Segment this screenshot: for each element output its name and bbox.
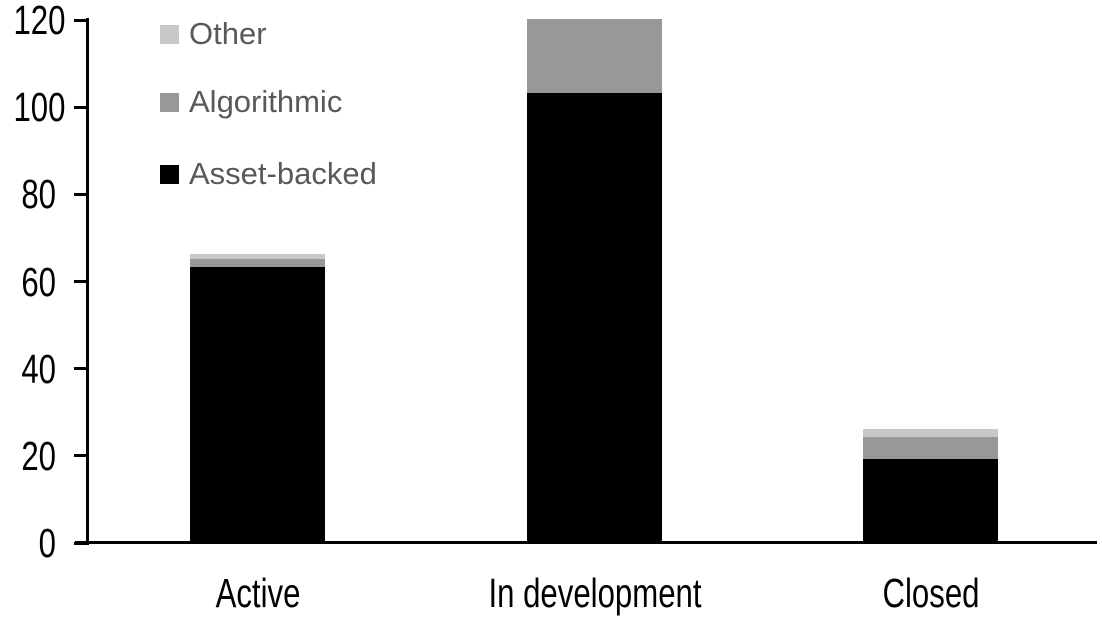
y-tick-label: 40: [21, 345, 57, 392]
legend-swatch-other-icon: [160, 24, 179, 44]
y-tick-label: 0: [38, 520, 56, 566]
bar-closed: [863, 428, 998, 542]
y-tick-mark: [74, 367, 89, 371]
y-tick-mark: [74, 280, 89, 283]
y-tick-label: 120: [13, 0, 66, 44]
legend-item-asset-backed: Asset-backed: [160, 156, 377, 192]
y-tick-mark: [74, 541, 89, 545]
bar-in-development: [527, 19, 662, 542]
bar-segment-other: [190, 254, 325, 259]
bar-segment-asset-backed: [527, 93, 662, 542]
legend-label-asset-backed: Asset-backed: [189, 156, 377, 191]
y-tick-mark: [74, 105, 89, 109]
legend-label-algorithmic: Algorithmic: [189, 84, 343, 119]
y-tick-mark: [74, 192, 89, 196]
y-tick-mark: [74, 18, 89, 22]
x-category-label-active: Active: [215, 570, 300, 616]
y-tick-label: 60: [21, 258, 57, 305]
legend-swatch-asset-backed-icon: [160, 164, 179, 184]
legend-swatch-algorithmic-icon: [160, 92, 179, 112]
legend-item-other: Other: [160, 16, 267, 52]
y-tick-label: 100: [13, 84, 66, 131]
y-tick-label: 80: [21, 171, 57, 218]
legend-item-algorithmic: Algorithmic: [160, 84, 342, 120]
bar-segment-asset-backed: [863, 459, 998, 542]
bar-segment-asset-backed: [190, 267, 325, 542]
bar-active: [190, 254, 325, 542]
x-category-label-in-development: In development: [487, 570, 702, 616]
y-tick-label: 20: [21, 432, 57, 479]
y-tick-mark: [74, 454, 89, 458]
legend-label-other: Other: [189, 16, 267, 51]
bar-segment-algorithmic: [527, 19, 662, 94]
x-axis-line: [75, 541, 1097, 544]
bar-segment-algorithmic: [190, 258, 325, 268]
bar-segment-other: [863, 428, 998, 438]
bar-segment-algorithmic: [863, 437, 998, 460]
x-category-label-closed: Closed: [882, 570, 979, 616]
